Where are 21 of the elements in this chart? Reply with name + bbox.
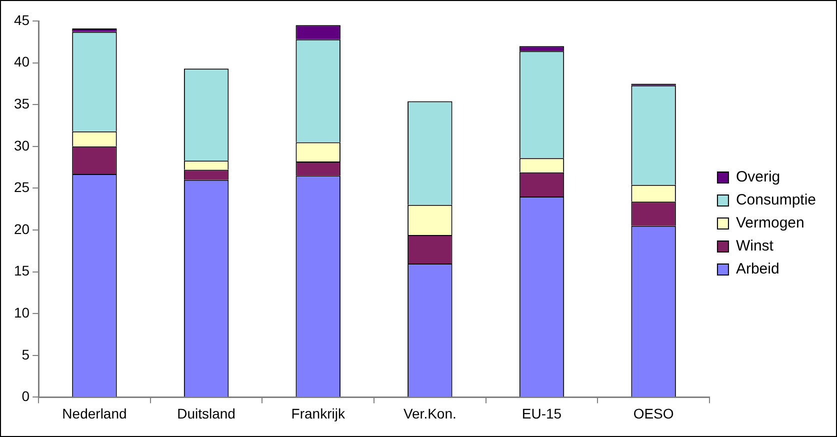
y-tick-label: 20	[14, 220, 30, 237]
x-tick-label: Nederland	[62, 405, 127, 422]
legend-label: Consumptie	[736, 192, 816, 209]
x-tick-label: EU-15	[522, 405, 562, 422]
legend-label: Vermogen	[736, 214, 804, 232]
x-tick-label: Duitsland	[177, 405, 236, 422]
legend-label: Winst	[736, 238, 774, 255]
legend-label: Overig	[736, 168, 780, 186]
y-tick-label: 45	[14, 12, 30, 28]
y-tick-label: 5	[22, 346, 30, 362]
y-tick-label: 35	[14, 95, 30, 112]
x-tick-label: Frankrijk	[291, 405, 346, 422]
y-tick-label: 15	[14, 262, 30, 279]
legend-label: Arbeid	[736, 260, 780, 278]
y-tick-label: 25	[14, 179, 30, 196]
y-tick-label: 30	[14, 137, 30, 154]
y-tick-label: 40	[14, 54, 30, 70]
x-tick-label: Ver.Kon.	[403, 405, 456, 422]
y-tick-label: 0	[22, 388, 30, 404]
y-tick-label: 10	[14, 304, 30, 320]
x-tick-label: OESO	[633, 405, 674, 422]
